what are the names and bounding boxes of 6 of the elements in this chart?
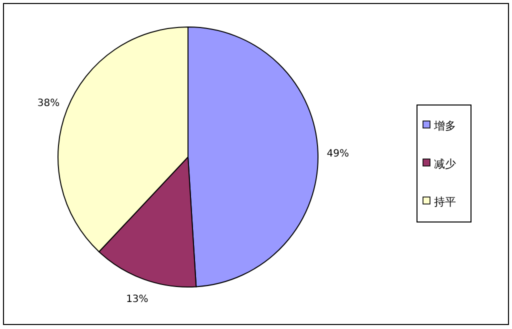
legend-label: 增多	[433, 120, 456, 132]
data-label: 13%	[126, 294, 148, 306]
data-label: 38%	[37, 98, 60, 109]
legend-label: 减少	[434, 158, 456, 170]
data-label: 49%	[326, 148, 350, 160]
legend-label: 持平	[434, 196, 456, 208]
